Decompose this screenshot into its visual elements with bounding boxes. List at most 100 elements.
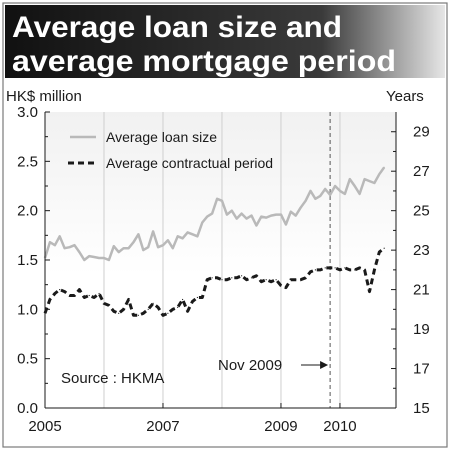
data-point-contractual-period [383, 247, 385, 249]
data-point-loan-size [69, 246, 71, 248]
data-point-contractual-period [152, 302, 154, 304]
data-point-loan-size [290, 211, 292, 213]
data-point-contractual-period [236, 277, 238, 279]
annotation-label: Nov 2009 [218, 357, 282, 374]
data-point-loan-size [137, 233, 139, 235]
legend: Average loan size Average contractual pe… [68, 129, 273, 171]
data-point-loan-size [309, 190, 312, 192]
data-point-contractual-period [118, 312, 120, 314]
right-tick-label: 21 [413, 282, 430, 299]
data-point-loan-size [73, 244, 76, 246]
data-point-contractual-period [182, 298, 184, 301]
data-point-loan-size [255, 224, 257, 227]
data-point-contractual-period [83, 296, 85, 299]
series-line-contractual-period [43, 247, 386, 317]
data-point-contractual-period [354, 269, 356, 271]
data-point-loan-size [295, 215, 297, 217]
left-axis-label: HK$ million [6, 88, 82, 105]
legend-label-loan-size: Average loan size [106, 129, 217, 145]
data-point-contractual-period [157, 306, 159, 308]
data-point-contractual-period [64, 291, 66, 293]
data-point-loan-size [187, 231, 189, 233]
data-point-loan-size [211, 213, 213, 215]
data-point-loan-size [132, 241, 135, 243]
x-tick-label: 2005 [28, 418, 61, 435]
data-point-loan-size [236, 218, 238, 220]
data-point-loan-size [275, 214, 277, 216]
data-point-loan-size [118, 251, 120, 253]
data-point-loan-size [231, 210, 233, 212]
data-point-loan-size [157, 246, 159, 248]
chart-title-line-1: Average loan size and [12, 11, 342, 44]
tick-layer: 0.0 0.5 1.0 1.5 2.0 2.5 3.0 15 17 19 21 23 25 27 29 200… [17, 104, 430, 435]
data-point-contractual-period [108, 304, 110, 306]
data-point-loan-size [88, 255, 90, 257]
data-point-loan-size [93, 256, 95, 258]
right-tick-label: 17 [413, 361, 430, 378]
data-point-contractual-period [334, 267, 336, 269]
data-point-loan-size [54, 244, 56, 246]
data-point-loan-size [206, 216, 208, 218]
data-point-loan-size [64, 247, 66, 249]
x-tick-label: 2009 [264, 418, 297, 435]
right-tick-label: 23 [413, 242, 430, 259]
x-tick-label: 2007 [146, 418, 179, 435]
data-point-loan-size [373, 182, 375, 184]
data-point-loan-size [285, 223, 287, 226]
data-point-loan-size [280, 214, 282, 216]
data-point-contractual-period [191, 300, 194, 302]
data-point-contractual-period [339, 269, 341, 271]
data-point-loan-size [108, 259, 110, 261]
annotation-arrowhead [320, 361, 329, 369]
data-point-contractual-period [300, 279, 302, 281]
left-tick-label: 0.0 [17, 400, 38, 417]
data-point-contractual-period [295, 279, 297, 281]
data-point-loan-size [383, 166, 385, 168]
data-point-contractual-period [290, 279, 292, 281]
data-point-loan-size [142, 249, 144, 251]
right-tick-label: 25 [413, 203, 430, 220]
right-axis-label: Years [386, 88, 424, 105]
data-point-contractual-period [378, 251, 380, 253]
data-point-contractual-period [285, 287, 287, 289]
data-point-contractual-period [69, 294, 71, 297]
data-point-contractual-period [167, 312, 169, 314]
data-point-loan-size [246, 218, 248, 220]
data-point-contractual-period [319, 269, 321, 271]
data-point-contractual-period [206, 279, 208, 281]
data-point-contractual-period [59, 289, 61, 291]
data-point-loan-size [123, 247, 125, 249]
data-point-loan-size [83, 259, 85, 261]
data-point-loan-size [152, 230, 154, 232]
data-point-contractual-period [255, 275, 257, 277]
data-point-contractual-period [226, 279, 228, 281]
title-banner [5, 5, 445, 78]
data-point-contractual-period [280, 285, 282, 287]
data-point-contractual-period [349, 269, 351, 271]
data-point-loan-size [314, 198, 316, 200]
data-point-loan-size [260, 216, 262, 218]
data-point-loan-size [241, 213, 243, 215]
right-tick-label: 15 [413, 400, 430, 417]
data-point-loan-size [201, 221, 203, 224]
data-point-loan-size [147, 246, 149, 248]
data-point-contractual-period [201, 296, 203, 299]
data-point-loan-size [359, 193, 361, 195]
series-layer [43, 166, 386, 317]
right-tick-label: 19 [413, 321, 430, 338]
data-point-loan-size [172, 247, 174, 249]
data-point-contractual-period [221, 279, 223, 281]
data-point-loan-size [113, 245, 115, 247]
data-point-contractual-period [309, 271, 312, 273]
data-point-contractual-period [216, 277, 218, 279]
data-point-contractual-period [73, 294, 76, 297]
data-point-contractual-period [123, 308, 125, 310]
chart-title-line-2: average mortgage period [12, 45, 396, 78]
data-point-loan-size [226, 214, 228, 216]
right-tick-label: 27 [413, 163, 430, 180]
data-point-loan-size [265, 217, 267, 219]
data-point-loan-size [334, 185, 336, 187]
data-point-contractual-period [187, 310, 189, 312]
annotation-layer: Nov 2009 [218, 112, 331, 408]
